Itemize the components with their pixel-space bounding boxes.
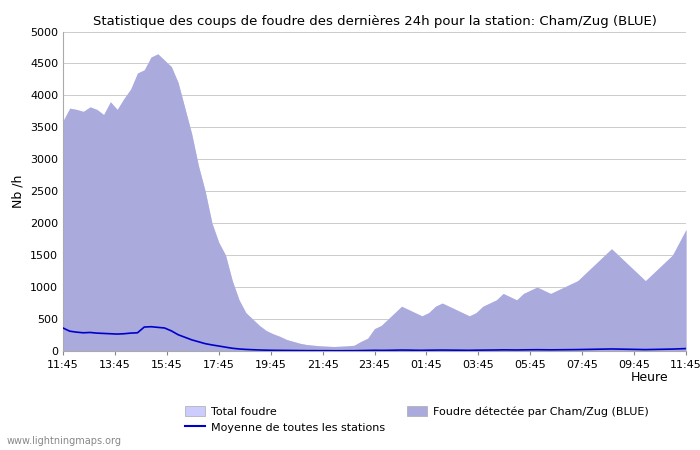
Text: Heure: Heure <box>631 371 668 384</box>
Legend: Total foudre, Moyenne de toutes les stations, Foudre détectée par Cham/Zug (BLUE: Total foudre, Moyenne de toutes les stat… <box>181 401 653 437</box>
Text: www.lightningmaps.org: www.lightningmaps.org <box>7 436 122 446</box>
Title: Statistique des coups de foudre des dernières 24h pour la station: Cham/Zug (BLU: Statistique des coups de foudre des dern… <box>92 14 657 27</box>
Y-axis label: Nb /h: Nb /h <box>11 175 25 208</box>
